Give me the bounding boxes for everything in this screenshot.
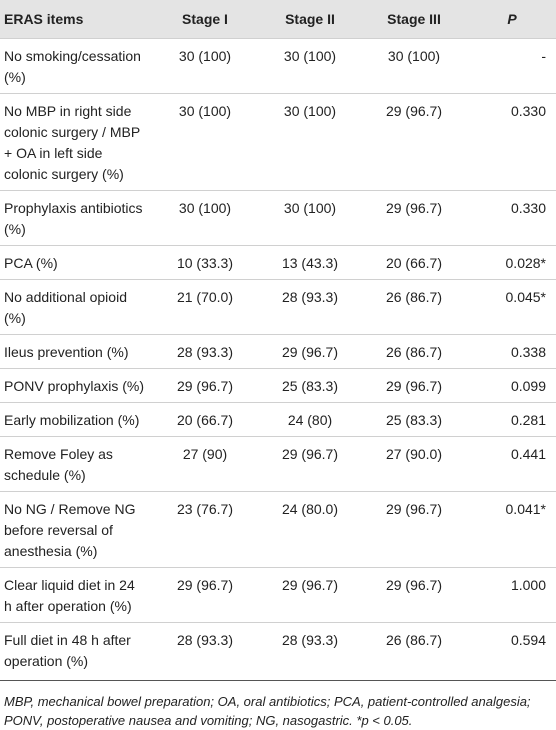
table-cell: 21 (70.0) xyxy=(150,279,260,335)
table-cell: 29 (96.7) xyxy=(360,93,468,191)
table-row: No additional opioid (%) 21 (70.0) 28 (93.… xyxy=(0,279,556,335)
table-row: Prophylaxis antibiotics (%) 30 (100) 30 (1… xyxy=(0,190,556,246)
table-cell: 29 (96.7) xyxy=(150,567,260,623)
table-body: No smoking/cessation (%) 30 (100) 30 (100)… xyxy=(0,38,556,681)
table-cell: 0.099 xyxy=(468,368,556,403)
table-cell: 27 (90.0) xyxy=(360,436,468,492)
table-cell: 0.028* xyxy=(468,245,556,280)
table-cell: 24 (80) xyxy=(260,402,360,437)
table-cell: 29 (96.7) xyxy=(360,491,468,568)
table-cell: 29 (96.7) xyxy=(260,436,360,492)
header-cell: P xyxy=(468,0,556,39)
table-row: PCA (%) 10 (33.3) 13 (43.3) 20 (66.7) 0.028* xyxy=(0,245,556,280)
table-cell: 24 (80.0) xyxy=(260,491,360,568)
table-row: No NG / Remove NG before reversal of ane… xyxy=(0,491,556,568)
table-cell: 29 (96.7) xyxy=(360,190,468,246)
table-cell: 26 (86.7) xyxy=(360,622,468,681)
table-cell: Ileus prevention (%) xyxy=(0,334,150,369)
table-cell: 28 (93.3) xyxy=(150,622,260,681)
table-cell: Clear liquid diet in 24 h after operatio… xyxy=(0,567,150,623)
table-cell: No NG / Remove NG before reversal of ane… xyxy=(0,491,150,568)
table-row: PONV prophylaxis (%) 29 (96.7) 25 (83.3) 29… xyxy=(0,368,556,403)
table-cell: 0.045* xyxy=(468,279,556,335)
table-cell: 26 (86.7) xyxy=(360,279,468,335)
table-row: Ileus prevention (%) 28 (93.3) 29 (96.7) 26… xyxy=(0,334,556,369)
table-row: Clear liquid diet in 24 h after operatio… xyxy=(0,567,556,623)
header-cell: Stage I xyxy=(150,0,260,39)
table-cell: 10 (33.3) xyxy=(150,245,260,280)
footnote: MBP, mechanical bowel preparation; OA, o… xyxy=(4,694,531,728)
table-cell: No smoking/cessation (%) xyxy=(0,38,150,94)
table-cell: 0.330 xyxy=(468,93,556,191)
table-cell: 29 (96.7) xyxy=(260,334,360,369)
table-cell: 0.441 xyxy=(468,436,556,492)
table-cell: 29 (96.7) xyxy=(360,368,468,403)
table-row: No MBP in right side colonic surgery / M… xyxy=(0,93,556,191)
table-cell: - xyxy=(468,38,556,94)
header-cell: ERAS items xyxy=(0,0,150,39)
table-row: Remove Foley as schedule (%) 27 (90) 29 (9… xyxy=(0,436,556,492)
table-cell: 0.330 xyxy=(468,190,556,246)
table-cell: Full diet in 48 h after operation (%) xyxy=(0,622,150,681)
table-cell: 1.000 xyxy=(468,567,556,623)
table-cell: 0.041* xyxy=(468,491,556,568)
table-cell: 20 (66.7) xyxy=(150,402,260,437)
table-cell: 0.281 xyxy=(468,402,556,437)
table-cell: 30 (100) xyxy=(260,93,360,191)
table-cell: 29 (96.7) xyxy=(260,567,360,623)
table-cell: 25 (83.3) xyxy=(260,368,360,403)
table-row: Full diet in 48 h after operation (%) 28 … xyxy=(0,622,556,681)
header-cell: Stage III xyxy=(360,0,468,39)
table-cell: 0.338 xyxy=(468,334,556,369)
table-cell: 0.594 xyxy=(468,622,556,681)
table-cell: 26 (86.7) xyxy=(360,334,468,369)
table-cell: PCA (%) xyxy=(0,245,150,280)
table-cell: PONV prophylaxis (%) xyxy=(0,368,150,403)
table-cell: No MBP in right side colonic surgery / M… xyxy=(0,93,150,191)
table-cell: Early mobilization (%) xyxy=(0,402,150,437)
table-cell: 30 (100) xyxy=(360,38,468,94)
table-cell: 13 (43.3) xyxy=(260,245,360,280)
header-cell: Stage II xyxy=(260,0,360,39)
table-cell: 28 (93.3) xyxy=(260,622,360,681)
table-cell: 25 (83.3) xyxy=(360,402,468,437)
table-cell: 30 (100) xyxy=(150,38,260,94)
table-cell: 30 (100) xyxy=(150,190,260,246)
header-row: ERAS items Stage I Stage II Stage III P xyxy=(0,0,556,39)
table-cell: 30 (100) xyxy=(260,38,360,94)
table-row: No smoking/cessation (%) 30 (100) 30 (100)… xyxy=(0,38,556,94)
eras-table: ERAS items Stage I Stage II Stage III P No s… xyxy=(0,0,556,681)
table-row: Early mobilization (%) 20 (66.7) 24 (80) 25… xyxy=(0,402,556,437)
table-cell: 29 (96.7) xyxy=(150,368,260,403)
table-cell: 30 (100) xyxy=(150,93,260,191)
table-cell: 28 (93.3) xyxy=(150,334,260,369)
table-cell: No additional opioid (%) xyxy=(0,279,150,335)
table-cell: 29 (96.7) xyxy=(360,567,468,623)
table-cell: 20 (66.7) xyxy=(360,245,468,280)
table-cell: 30 (100) xyxy=(260,190,360,246)
table-cell: 27 (90) xyxy=(150,436,260,492)
table-cell: 23 (76.7) xyxy=(150,491,260,568)
table-cell: Remove Foley as schedule (%) xyxy=(0,436,150,492)
table-cell: 28 (93.3) xyxy=(260,279,360,335)
table-cell: Prophylaxis antibiotics (%) xyxy=(0,190,150,246)
